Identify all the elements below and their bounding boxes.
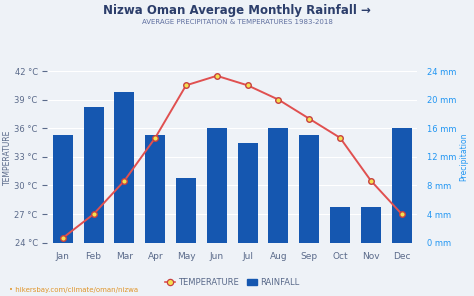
Bar bbox=[83, 107, 104, 243]
Bar bbox=[145, 135, 165, 243]
Bar bbox=[392, 128, 412, 243]
Text: AVERAGE PRECIPITATION & TEMPERATURES 1983-2018: AVERAGE PRECIPITATION & TEMPERATURES 198… bbox=[142, 19, 332, 25]
Bar bbox=[176, 178, 196, 243]
Bar bbox=[207, 128, 227, 243]
Legend: TEMPERATURE, RAINFALL: TEMPERATURE, RAINFALL bbox=[162, 274, 303, 290]
Bar bbox=[268, 128, 289, 243]
Bar bbox=[53, 135, 73, 243]
Y-axis label: Precipitation: Precipitation bbox=[459, 133, 468, 181]
Bar bbox=[299, 135, 319, 243]
Bar bbox=[330, 207, 350, 243]
Bar bbox=[361, 207, 381, 243]
Bar bbox=[237, 143, 258, 243]
Bar bbox=[114, 92, 135, 243]
Text: • hikersbay.com/climate/oman/nizwa: • hikersbay.com/climate/oman/nizwa bbox=[9, 287, 138, 293]
Text: Nizwa Oman Average Monthly Rainfall →: Nizwa Oman Average Monthly Rainfall → bbox=[103, 4, 371, 17]
Y-axis label: TEMPERATURE: TEMPERATURE bbox=[2, 129, 11, 185]
